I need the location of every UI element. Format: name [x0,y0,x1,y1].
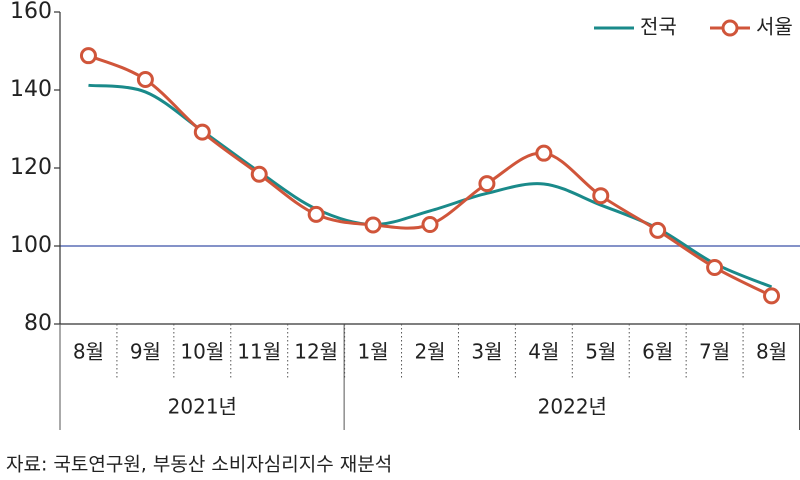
point-marker [535,144,553,162]
point-marker [649,221,667,239]
x-tick-label: 1월 [358,340,389,364]
point-marker [307,205,325,223]
x-tick-label: 5월 [585,340,616,364]
point-marker [364,216,382,234]
legend-label: 서울 [756,15,793,39]
point-marker [250,165,268,183]
legend-label: 전국 [640,15,677,39]
x-tick-label: 6월 [642,340,673,364]
x-tick-label: 8월 [73,340,104,364]
point-marker [193,123,211,141]
x-tick-label: 8월 [756,340,787,364]
x-tick-label: 10월 [180,340,224,364]
x-group-label: 2021년 [168,395,237,419]
x-tick-label: 7월 [699,340,730,364]
point-marker [592,187,610,205]
y-tick-label: 160 [10,0,52,24]
point-marker [79,47,97,65]
x-group-label: 2022년 [538,395,607,419]
series-line [88,83,773,289]
y-tick-label: 140 [10,77,52,102]
source-note: 자료: 국토연구원, 부동산 소비자심리지수 재분석 [6,454,392,476]
x-tick-label: 3월 [471,340,502,364]
point-marker [763,287,781,305]
x-tick-label: 9월 [130,340,161,364]
y-tick-label: 120 [10,155,52,180]
x-tick-label: 2월 [414,340,445,364]
point-marker [421,216,439,234]
x-tick-label: 12월 [294,340,338,364]
x-tick-label: 4월 [528,340,559,364]
point-marker [706,258,724,276]
x-tick-label: 11월 [237,340,281,364]
point-marker [478,175,496,193]
legend-marker [721,19,739,37]
y-tick-label: 80 [24,311,52,336]
y-tick-label: 100 [10,233,52,258]
point-marker [136,70,154,88]
series-line [87,54,773,298]
